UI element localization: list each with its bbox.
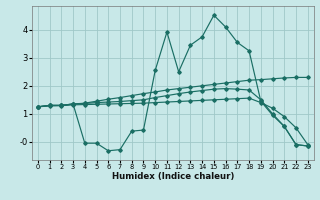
X-axis label: Humidex (Indice chaleur): Humidex (Indice chaleur): [112, 172, 234, 181]
